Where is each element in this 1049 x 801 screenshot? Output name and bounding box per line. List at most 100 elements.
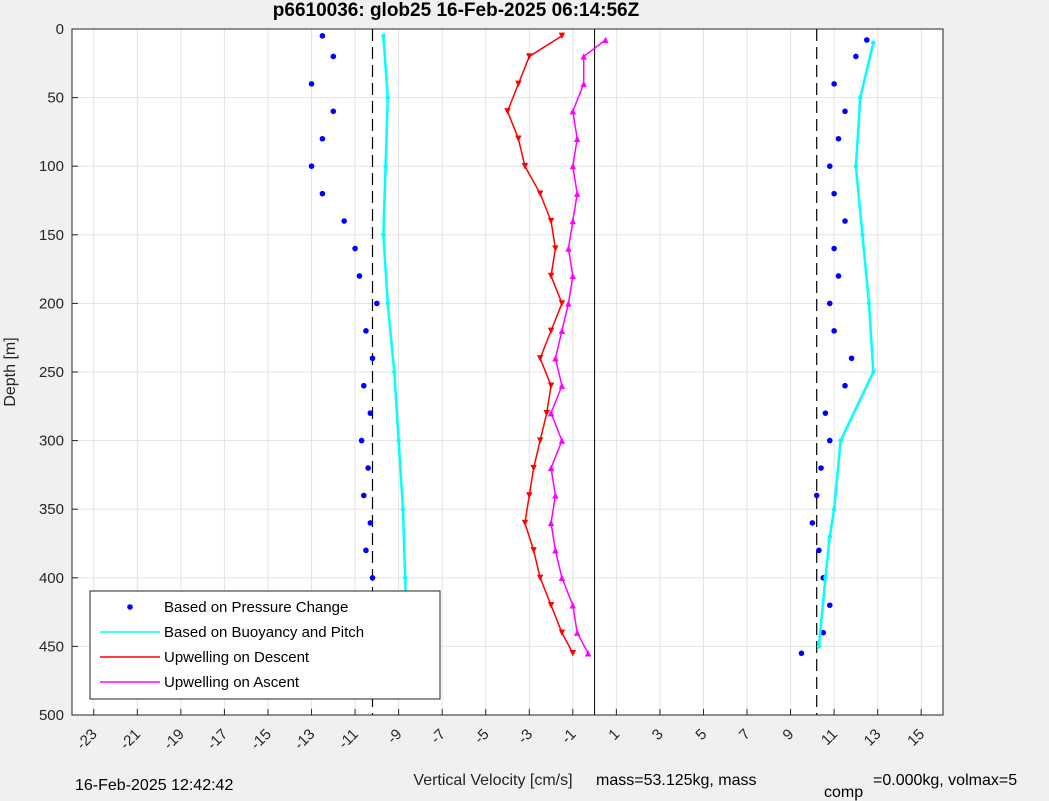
pressure-change-point [360, 492, 367, 499]
pressure-change-point [369, 355, 376, 362]
upwelling-descent-series [504, 32, 577, 657]
legend-label: Based on Pressure Change [164, 599, 348, 616]
upwelling-ascent-marker [547, 519, 555, 527]
upwelling-descent-marker [536, 355, 544, 362]
x-tick-label: -23 [73, 726, 100, 753]
upwelling-descent-marker [569, 650, 577, 657]
upwelling-ascent-series [547, 36, 609, 657]
pressure-change-point [330, 53, 337, 60]
upwelling-descent-marker [521, 519, 529, 527]
y-tick-label: 300 [39, 433, 64, 450]
buoyancy-pitch-point [871, 40, 876, 45]
x-tick-label: -19 [160, 726, 187, 753]
upwelling-ascent-marker [565, 245, 572, 252]
pressure-change-point [813, 492, 820, 499]
pressure-change-point [842, 382, 848, 389]
upwelling-ascent-marker [569, 163, 577, 170]
upwelling-ascent-marker [558, 574, 566, 581]
x-tick-label: 11 [818, 726, 841, 749]
buoyancy-pitch-point [385, 95, 390, 100]
y-tick-label: 200 [39, 295, 64, 312]
upwelling-descent-marker [543, 409, 550, 417]
y-tick-label: 0 [56, 21, 64, 38]
legend-label: Upwelling on Ascent [164, 674, 300, 691]
upwelling-ascent-marker [552, 492, 559, 499]
upwelling-ascent-marker [580, 53, 587, 60]
upwelling-descent-marker [536, 190, 544, 197]
upwelling-ascent-marker [552, 355, 559, 362]
x-tick-label: -3 [515, 726, 536, 747]
upwelling-ascent-marker [569, 272, 577, 280]
y-tick-label: 500 [39, 707, 64, 724]
pressure-change-point [826, 602, 833, 609]
pressure-change-point [369, 575, 376, 581]
upwelling-descent-marker [547, 217, 555, 225]
upwelling-descent-marker [547, 602, 555, 609]
pressure-change-point [809, 520, 816, 526]
y-tick-label: 450 [39, 638, 64, 655]
upwelling-ascent-marker [569, 217, 577, 225]
buoyancy-pitch-point [381, 232, 386, 237]
pressure-change-point [341, 218, 347, 224]
buoyancy-pitch-point [838, 438, 843, 443]
y-tick-label: 100 [39, 158, 64, 175]
buoyancy-pitch-point [402, 575, 408, 580]
pressure-change-point [848, 355, 855, 362]
pressure-change-point [820, 629, 827, 636]
grid-lines [72, 28, 943, 716]
buoyancy-pitch-point [381, 33, 386, 39]
upwelling-descent-marker [558, 32, 566, 40]
x-tick-label: -5 [471, 726, 492, 747]
x-tick-label: 5 [692, 726, 710, 744]
upwelling-descent-marker [515, 135, 522, 142]
pressure-change-point [831, 245, 837, 252]
upwelling-ascent-marker [558, 437, 566, 444]
y-tick-label: 350 [39, 501, 64, 518]
buoyancy-pitch-point [860, 232, 865, 237]
upwelling-descent-marker [521, 163, 529, 170]
buoyancy-pitch-point [831, 507, 837, 512]
buoyancy-pitch-point [866, 301, 872, 306]
upwelling-ascent-marker [547, 464, 555, 472]
reference-lines [371, 29, 818, 715]
y-axis-label: Depth [m] [2, 337, 19, 406]
y-tick-label: 50 [47, 90, 64, 107]
buoyancy-pitch-point [385, 301, 390, 306]
pressure-change-point [363, 328, 369, 334]
upwelling-ascent-marker [558, 382, 566, 389]
pressure-change-point [360, 382, 367, 389]
pressure-change-point [352, 245, 358, 252]
upwelling-descent-marker [526, 53, 533, 60]
buoyancy-pitch-point [392, 369, 397, 375]
upwelling-ascent-marker [569, 108, 577, 115]
buoyancy-pitch-point [871, 369, 876, 375]
legend-label: Based on Buoyancy and Pitch [164, 624, 364, 641]
x-axis-label: Vertical Velocity [cm/s] [413, 772, 572, 789]
pressure-change-point [319, 135, 326, 142]
upwelling-ascent-marker [565, 300, 572, 307]
x-tick-label: -7 [428, 726, 449, 747]
upwelling-ascent-marker [584, 650, 592, 657]
upwelling-descent-marker [504, 108, 511, 115]
x-tick-label: -1 [558, 726, 579, 747]
upwelling-descent-marker [547, 327, 555, 335]
footer-comp-subscript: comp [824, 784, 863, 801]
upwelling-ascent-line [550, 39, 606, 654]
upwelling-ascent-marker [569, 602, 577, 609]
x-tick-label: -15 [247, 726, 274, 753]
upwelling-descent-line [506, 35, 574, 654]
pressure-change-point [835, 135, 842, 142]
footer-volmax: =0.000kg, volmax=5 [873, 772, 1017, 789]
upwelling-ascent-marker [580, 80, 587, 88]
legend-label: Upwelling on Descent [164, 649, 310, 666]
footer-timestamp: 16-Feb-2025 12:42:42 [75, 777, 233, 794]
y-tick-label: 150 [39, 227, 64, 244]
x-tick-label: -11 [335, 726, 362, 753]
x-tick-label: -17 [204, 726, 231, 753]
chart-title: p6610036: glob25 16-Feb-2025 06:14:56Z [273, 0, 640, 21]
y-tick-label: 250 [39, 364, 64, 381]
pressure-change-point [831, 328, 837, 334]
pressure-change-point [826, 437, 833, 444]
pressure-change-point [798, 650, 805, 657]
